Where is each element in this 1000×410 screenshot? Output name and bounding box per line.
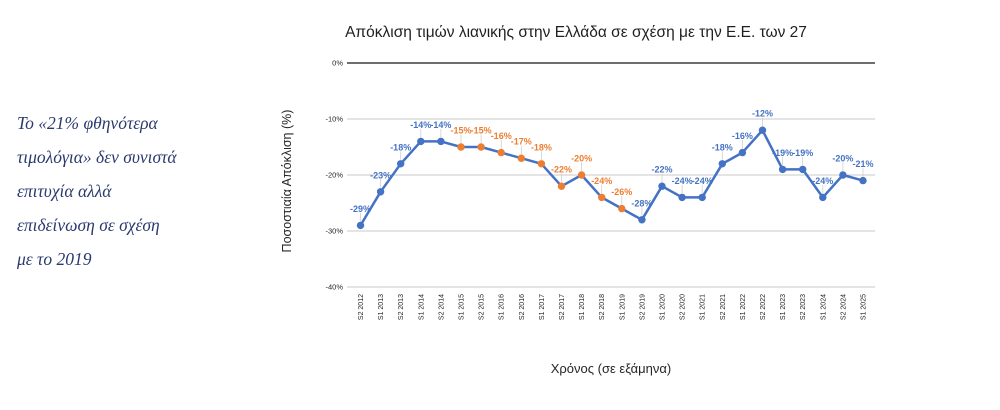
data-label: -17% <box>511 137 532 147</box>
data-label: -22% <box>651 165 672 175</box>
y-tick-label: -20% <box>325 171 343 180</box>
data-point-marker <box>397 160 405 168</box>
data-label: -24% <box>672 176 693 186</box>
data-point-marker <box>577 171 586 179</box>
data-label: -20% <box>571 154 592 164</box>
data-label: -15% <box>450 126 471 136</box>
data-point-marker <box>758 126 767 134</box>
y-tick-label: -30% <box>325 227 343 236</box>
data-point-marker <box>839 171 847 179</box>
data-label: -14% <box>430 120 451 130</box>
x-tick-label: S2 2019 <box>639 294 646 320</box>
x-tick-label: S2 2012 <box>358 294 365 320</box>
x-tick-label: S1 2022 <box>740 294 747 320</box>
x-tick-label: S2 2022 <box>760 294 767 320</box>
data-point-marker <box>778 165 787 174</box>
x-tick-label: S2 2021 <box>720 294 727 320</box>
data-label: -18% <box>712 142 733 152</box>
data-point-marker <box>376 188 385 196</box>
x-tick-label: S2 2017 <box>559 294 566 320</box>
data-label: -16% <box>732 131 753 141</box>
data-point-marker <box>457 143 465 151</box>
data-point-marker <box>638 216 646 224</box>
data-point-marker <box>356 221 365 230</box>
data-point-marker <box>698 193 706 202</box>
data-point-marker <box>557 182 566 190</box>
data-label: -16% <box>491 131 512 141</box>
data-label: -19% <box>772 148 793 158</box>
data-point-marker <box>738 148 747 157</box>
x-tick-label: S1 2025 <box>861 294 868 320</box>
x-tick-label: S1 2015 <box>459 294 466 320</box>
x-tick-label: S2 2014 <box>438 294 445 320</box>
chart-title: Απόκλιση τιμών λιανικής στην Ελλάδα σε σ… <box>345 24 807 41</box>
data-label: -12% <box>752 109 773 119</box>
x-tick-label: S2 2013 <box>398 294 405 320</box>
data-point-marker <box>658 182 666 190</box>
data-label: -22% <box>551 165 572 175</box>
data-point-marker <box>517 154 525 162</box>
x-tick-label: S1 2013 <box>378 294 385 320</box>
x-tick-label: S1 2014 <box>418 294 425 320</box>
data-label: -23% <box>370 170 391 180</box>
data-label: -26% <box>611 187 632 197</box>
data-point-marker <box>819 193 827 202</box>
data-point-marker <box>497 148 505 157</box>
y-tick-label: -40% <box>325 283 343 292</box>
x-axis-title: Χρόνος (σε εξάμηνα) <box>551 361 672 376</box>
y-axis-title: Ποσοστιαία Απόκλιση (%) <box>280 110 294 253</box>
data-point-marker <box>437 137 445 146</box>
data-label: -19% <box>792 148 813 158</box>
data-point-marker <box>718 160 726 168</box>
x-tick-label: S1 2021 <box>700 294 707 320</box>
x-tick-label: S1 2018 <box>579 294 586 320</box>
data-label: -15% <box>471 126 492 136</box>
data-label: -21% <box>852 159 873 169</box>
annotation-text: Το «21% φθηνότερα τιμολόγια» δεν συνιστά… <box>17 113 177 269</box>
x-tick-label: S2 2018 <box>599 294 606 320</box>
data-label: -28% <box>631 198 652 208</box>
y-tick-label: -10% <box>325 115 343 124</box>
y-tick-label: 0% <box>332 59 343 68</box>
data-label: -24% <box>812 176 833 186</box>
plot-area: 0% -10% -20% -30% -40% S2 2012 S1 2013 S2 2013 S… <box>325 59 875 320</box>
data-label: -24% <box>591 176 612 186</box>
x-tick-label: S1 2016 <box>499 294 506 320</box>
data-point-marker <box>859 176 867 185</box>
data-label: -20% <box>832 154 853 164</box>
data-point-marker <box>678 193 686 202</box>
x-tick-label: S1 2023 <box>780 294 787 320</box>
data-label: -24% <box>692 176 713 186</box>
data-label: -29% <box>350 204 371 214</box>
x-tick-label: S1 2024 <box>820 294 827 320</box>
x-tick-label: S2 2023 <box>800 294 807 320</box>
x-tick-label: S2 2020 <box>680 294 687 320</box>
data-point-marker <box>598 193 606 202</box>
data-point-marker <box>799 165 807 174</box>
x-tick-label: S1 2020 <box>660 294 667 320</box>
data-point-marker <box>537 160 546 168</box>
data-point-marker <box>417 137 425 146</box>
x-tick-label: S1 2019 <box>619 294 626 320</box>
data-label: -18% <box>531 142 552 152</box>
x-tick-label: S2 2024 <box>840 294 847 320</box>
x-tick-label: S2 2015 <box>479 294 486 320</box>
data-point-marker <box>477 143 485 151</box>
data-point-marker <box>618 204 626 213</box>
data-label: -14% <box>410 120 431 130</box>
x-tick-label: S2 2016 <box>519 294 526 320</box>
x-tick-label: S1 2017 <box>539 294 546 320</box>
data-label: -18% <box>390 142 411 152</box>
